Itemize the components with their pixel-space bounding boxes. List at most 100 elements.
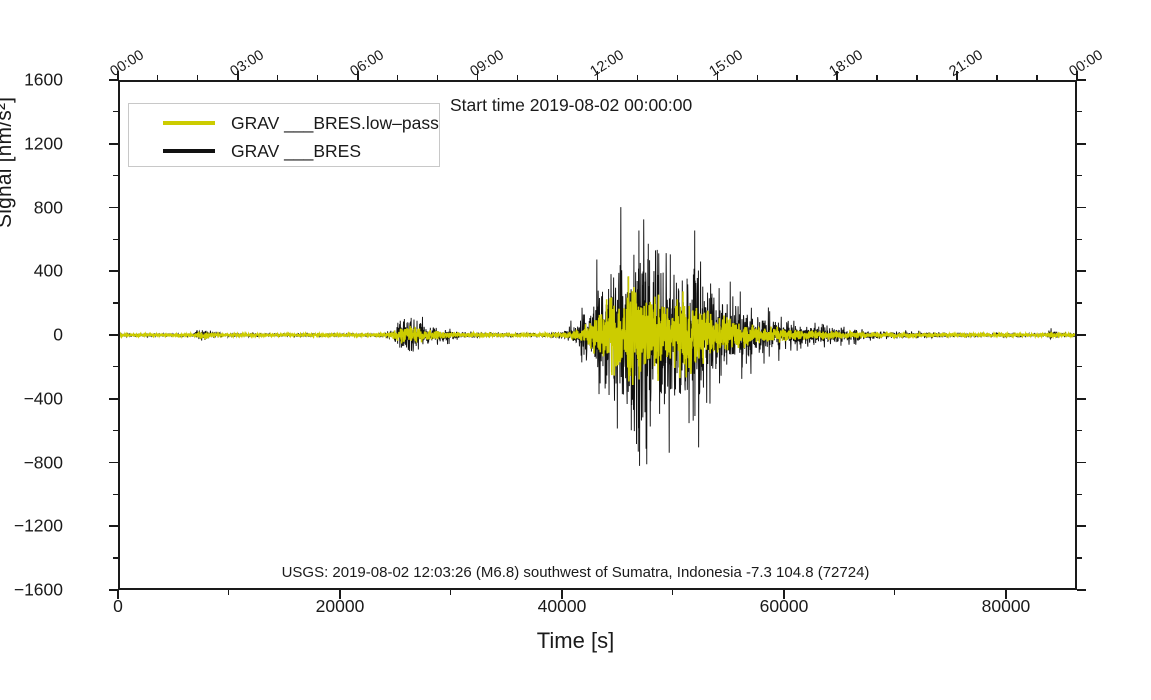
x-tick-bottom [783,590,785,599]
x-tick-top [716,71,719,80]
x-axis-title: Time [s] [536,628,615,653]
x-tick-top [636,75,638,80]
legend-swatch-raw [163,149,215,153]
y-tick-left [109,525,118,528]
y-tick-right [1077,334,1086,336]
y-tick-label: 0 [53,324,63,345]
x-tick-label-bottom: 60000 [759,596,809,616]
x-tick-label-top-time: 18:00 [826,47,867,80]
x-tick-label-bottom: 40000 [537,596,587,616]
x-tick-bottom [228,590,230,595]
x-tick-top [157,75,159,80]
y-tick-left [113,238,118,240]
usgs-event-annotation: USGS: 2019-08-02 12:03:26 (M6.8) southwe… [281,564,870,581]
x-tick-label-top-time: 03:00 [227,47,267,80]
x-tick-top [596,71,599,80]
legend-label-raw: GRAV ___BRES [231,140,362,161]
y-tick-label: −800 [23,452,63,472]
y-tick-label: 400 [33,260,63,281]
x-tick-bottom [339,590,341,599]
x-tick-top [117,71,119,80]
waveform-svg [120,207,1075,466]
x-tick-bottom [561,590,563,599]
y-tick-label: −1600 [13,579,63,600]
y-tick-left [113,302,118,304]
y-tick-left [109,334,118,336]
x-tick-top [916,75,918,80]
x-tick-top [836,71,839,80]
x-tick-label-top-time: 09:00 [467,47,507,80]
waveform-trace-lowpass [120,276,1075,385]
legend-label-lowpass: GRAV ___BRES.low–pass [231,112,439,133]
x-tick-top [796,75,798,80]
y-tick-left [109,461,118,464]
x-tick-label-top-time: 21:00 [946,47,986,80]
y-tick-right [1077,557,1082,559]
x-tick-label-top-time: 12:00 [587,47,627,80]
x-tick-top [436,75,439,80]
y-tick-left [113,429,118,432]
y-tick-right [1077,589,1086,591]
waveform-canvas [120,82,1075,588]
y-tick-right [1077,111,1082,113]
x-tick-bottom [117,590,119,599]
y-tick-right [1077,79,1086,81]
y-tick-label: 1200 [24,133,63,154]
y-tick-left [109,206,118,209]
x-tick-top [476,71,479,80]
y-tick-left [113,366,118,368]
y-tick-right [1077,302,1082,304]
y-tick-left [109,270,118,273]
x-tick-top [1076,71,1078,80]
x-tick-top [556,75,559,80]
legend-item-raw: GRAV ___BRES [129,137,439,165]
x-tick-bottom [894,590,896,595]
y-axis-title: Signal [nm/s²] [0,96,16,228]
y-tick-left [113,111,118,113]
x-tick-top [876,75,878,80]
x-tick-top [356,71,359,80]
y-tick-left [109,79,118,81]
y-tick-right [1077,174,1082,177]
y-tick-left [109,397,118,400]
x-tick-bottom [672,590,674,595]
legend-box: GRAV ___BRES.low–pass GRAV ___BRES [128,103,440,167]
x-tick-top [516,75,519,80]
x-tick-top [277,75,279,80]
y-tick-right [1077,206,1086,209]
start-time-annotation: Start time 2019-08-02 00:00:00 [450,95,693,115]
x-tick-top [996,75,998,80]
y-tick-right [1077,493,1082,495]
x-tick-label-top-time: 06:00 [347,47,387,80]
y-tick-left [113,493,118,495]
x-tick-label-top-time: 00:00 [107,47,147,80]
x-tick-top [1036,75,1038,80]
x-tick-bottom [450,590,452,595]
x-tick-label-top-time: 00:00 [1066,47,1106,80]
x-tick-bottom [1005,590,1007,599]
y-tick-right [1077,238,1082,240]
y-tick-right [1077,366,1082,368]
legend-swatch-lowpass [163,121,215,125]
y-tick-right [1077,270,1086,273]
x-tick-top [956,71,958,80]
legend-item-lowpass: GRAV ___BRES.low–pass [129,109,439,137]
x-tick-top [316,75,319,80]
x-tick-top [237,71,239,80]
y-tick-right [1077,142,1086,145]
y-tick-label: −400 [23,388,63,409]
y-tick-right [1077,397,1086,400]
y-tick-label: 800 [33,197,63,217]
x-tick-top [396,75,399,80]
y-tick-left [113,174,118,177]
y-tick-right [1077,429,1082,432]
y-tick-right [1077,461,1086,464]
y-tick-left [113,557,118,559]
y-tick-label: 1600 [24,69,63,90]
x-tick-label-bottom: 20000 [315,596,365,616]
x-tick-top [197,75,199,80]
y-tick-right [1077,525,1086,528]
y-tick-label: −1200 [13,515,63,536]
y-tick-left [109,142,118,145]
